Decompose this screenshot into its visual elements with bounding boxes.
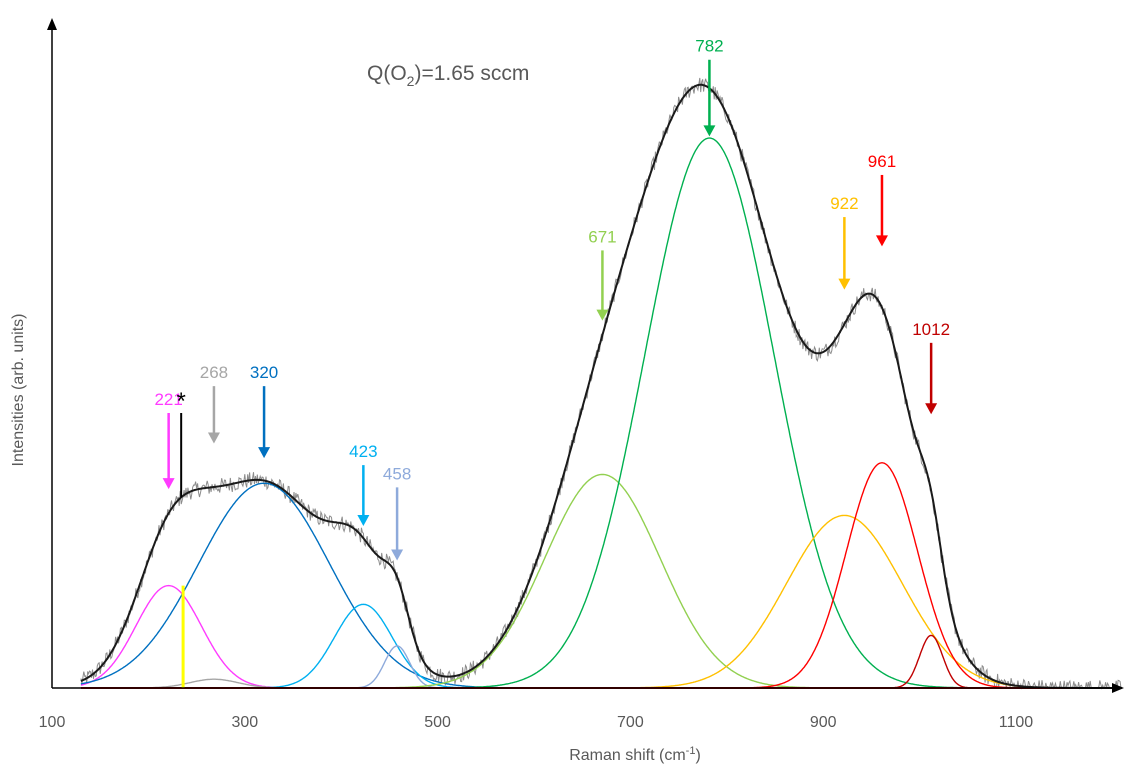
x-tick-label-100: 100 (39, 714, 66, 731)
peak-label-671: 671 (588, 227, 616, 246)
component-curve-1012 (879, 634, 984, 689)
fit-envelope-line (80, 83, 1122, 689)
y-axis-arrowhead (47, 18, 57, 30)
x-axis-label: Raman shift (cm-1) (569, 745, 701, 764)
x-tick-label-700: 700 (617, 714, 644, 731)
x-axis-label-text: Raman shift (cm (569, 747, 685, 764)
peak-label-268: 268 (200, 363, 228, 382)
peak-label-221: 221 (154, 390, 182, 409)
peak-arrow-head-782 (703, 125, 716, 137)
x-tick-label-300: 300 (231, 714, 258, 731)
peak-arrow-head-922 (838, 278, 851, 290)
x-axis-label-text-after: ) (695, 747, 700, 764)
x-tick-label-900: 900 (810, 714, 837, 731)
peak-label-320: 320 (250, 363, 278, 382)
component-curve-922 (584, 514, 1105, 689)
peak-arrow-head-423 (357, 514, 370, 526)
x-tick-label-500: 500 (424, 714, 451, 731)
peak-arrow-head-458 (391, 549, 404, 561)
peak-label-1012: 1012 (912, 320, 950, 339)
peak-label-458: 458 (383, 464, 411, 483)
peak-label-782: 782 (695, 37, 723, 56)
y-axis-label: Intensities (arb. units) (10, 314, 27, 467)
component-curve-268 (105, 678, 323, 689)
peak-arrow-head-961 (875, 235, 888, 247)
component-curve-961 (721, 462, 1043, 689)
x-axis-arrowhead (1112, 683, 1124, 693)
spike-marker-asterisk: * (176, 388, 185, 415)
measured-spectrum-line (80, 77, 1122, 690)
peak-arrow-head-268 (207, 432, 220, 444)
peak-label-961: 961 (868, 152, 896, 171)
peak-arrow-head-1012 (925, 403, 938, 415)
x-axis-label-superscript: -1 (686, 745, 696, 757)
x-tick-label-1100: 1100 (999, 714, 1034, 731)
peak-arrow-head-221 (162, 478, 175, 490)
plot-area: 100 300 500 700 900 1100 221 268 320 423 458 671 782… (39, 18, 1124, 731)
annotation-oxygen-flow: Q(O2)=1.65 sccm (367, 62, 529, 89)
peak-arrow-head-671 (596, 309, 609, 321)
annotation-text-after: )=1.65 sccm (414, 62, 529, 85)
component-curve-782 (418, 137, 1001, 689)
annotation-subscript: 2 (407, 73, 415, 89)
peak-label-423: 423 (349, 442, 377, 461)
annotation-text: Q(O (367, 62, 407, 85)
peak-arrow-head-320 (258, 447, 271, 459)
peak-label-922: 922 (830, 194, 858, 213)
